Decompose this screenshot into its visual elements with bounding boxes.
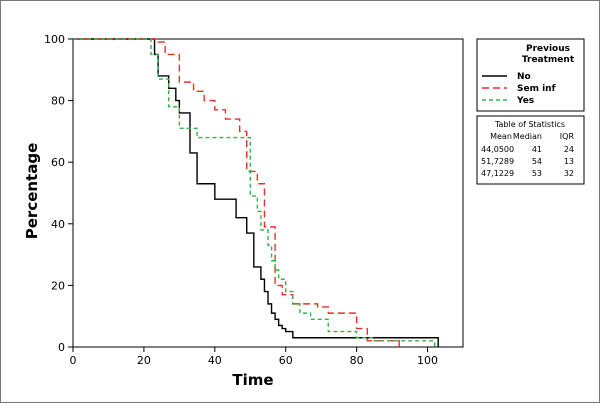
stats-column-header: Median xyxy=(513,132,542,141)
stats-cell: 54 xyxy=(532,157,542,166)
legend-box xyxy=(476,38,585,112)
stats-column-header: Mean xyxy=(490,132,512,141)
stats-cell: 51,7289 xyxy=(481,157,514,166)
stats-rows: Mean Median IQR 44,0500 41 24 51,7289 54 13 47,12… xyxy=(481,132,574,178)
series-line-no xyxy=(73,38,439,347)
legend-entry-label: No xyxy=(517,72,531,82)
y-tick-label: 80 xyxy=(51,95,65,108)
x-tick-label: 40 xyxy=(208,354,222,367)
stats-cell: 41 xyxy=(532,145,542,154)
series-line-sem-inf xyxy=(73,38,400,347)
x-tick-label: 60 xyxy=(279,354,293,367)
legend: Previous Treatment No Sem inf Yes xyxy=(476,38,585,112)
y-axis-label: Percentage xyxy=(23,143,41,240)
stats-cell: 13 xyxy=(564,157,574,166)
stats-table: Table of Statistics Mean Median IQR 44,0500… xyxy=(476,115,585,185)
x-axis-label: Time xyxy=(232,371,273,389)
x-tick-label: 80 xyxy=(350,354,364,367)
x-tick-label: 100 xyxy=(417,354,438,367)
y-tick-label: 100 xyxy=(44,33,65,46)
x-axis: 0 20 40 60 80 100 xyxy=(70,347,438,367)
series-line-yes xyxy=(73,38,436,347)
series-lines xyxy=(73,38,439,347)
stats-cell: 44,0500 xyxy=(481,145,514,154)
stats-cell: 24 xyxy=(564,145,574,154)
x-tick-label: 0 xyxy=(70,354,77,367)
legend-title: Previous Treatment xyxy=(522,44,575,65)
y-tick-label: 0 xyxy=(58,341,65,354)
stats-cell: 53 xyxy=(532,169,542,178)
legend-entry-label: Sem inf xyxy=(517,84,556,94)
y-tick-label: 40 xyxy=(51,218,65,231)
x-tick-label: 20 xyxy=(137,354,151,367)
stats-column-header: IQR xyxy=(560,132,575,141)
stats-cell: 32 xyxy=(564,169,574,178)
y-axis: 0 20 40 60 80 100 xyxy=(44,33,73,354)
legend-entry-label: Yes xyxy=(516,96,534,106)
legend-entries: No Sem inf Yes xyxy=(482,72,556,106)
stats-cell: 47,1229 xyxy=(481,169,514,178)
y-tick-label: 20 xyxy=(51,279,65,292)
stats-table-title: Table of Statistics xyxy=(494,120,565,129)
y-tick-label: 60 xyxy=(51,156,65,169)
stats-table-box xyxy=(476,115,585,185)
